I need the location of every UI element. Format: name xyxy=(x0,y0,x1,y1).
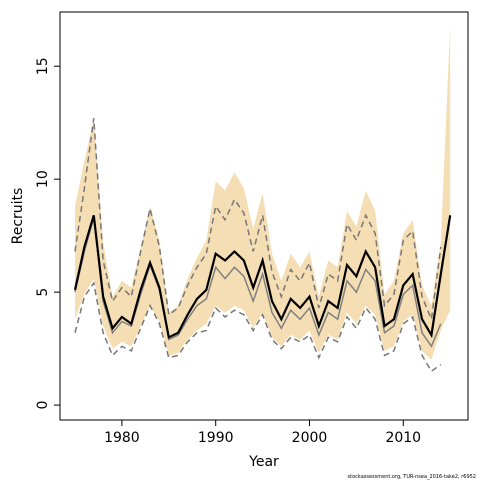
y-tick-label: 10 xyxy=(35,170,51,188)
x-tick-label: 1980 xyxy=(104,430,140,446)
x-tick-label: 1990 xyxy=(198,430,234,446)
x-axis-label: Year xyxy=(248,454,279,470)
plot-frame xyxy=(59,11,469,421)
y-axis-label: Recruits xyxy=(10,188,26,245)
y-tick-label: 5 xyxy=(35,288,51,297)
y-tick-label: 15 xyxy=(35,57,51,75)
y-tick-label: 0 xyxy=(35,401,51,410)
x-tick-label: 2000 xyxy=(292,430,328,446)
confidence-band xyxy=(75,25,451,360)
x-tick-label: 2010 xyxy=(385,430,421,446)
footnote: stockassessment.org, TUR-nsea_2016-take2… xyxy=(348,474,476,480)
series-line xyxy=(74,118,442,323)
series-line xyxy=(73,215,452,339)
series-line xyxy=(74,281,442,373)
